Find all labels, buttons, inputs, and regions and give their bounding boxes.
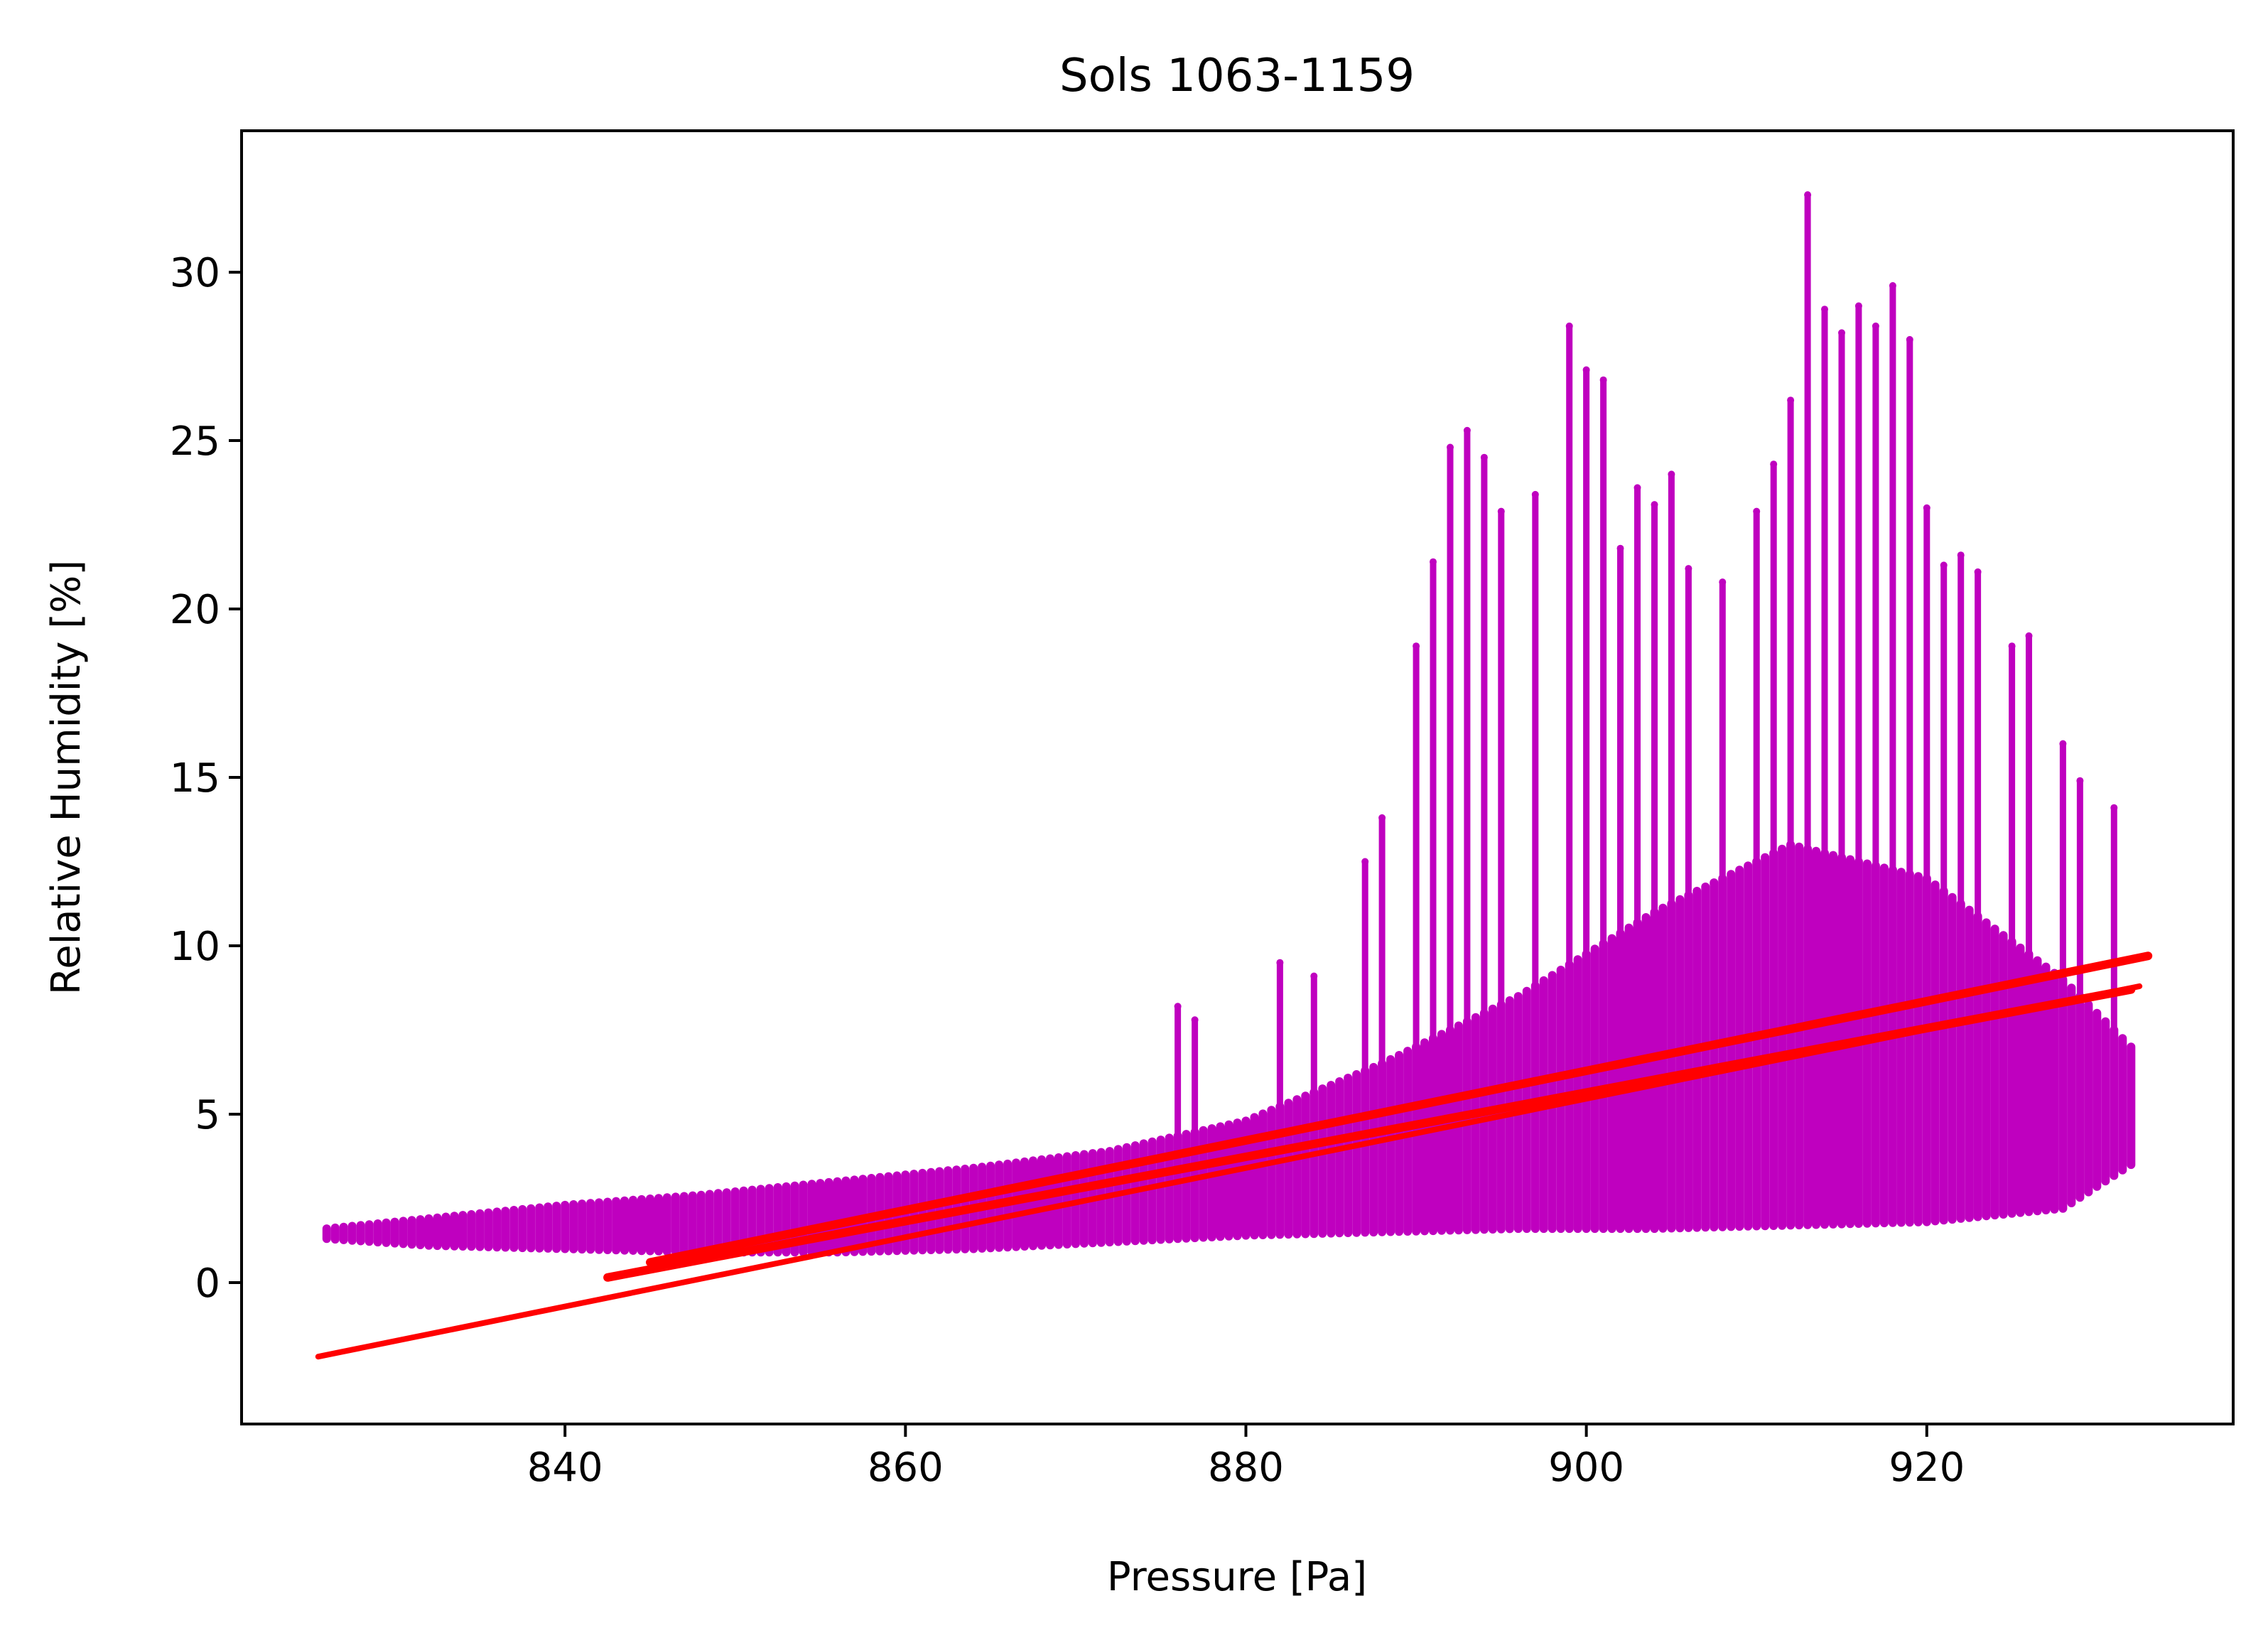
scatter-point — [1531, 490, 1539, 498]
scatter-point — [1923, 504, 1930, 512]
scatter-point — [1361, 858, 1369, 865]
x-tick-label: 840 — [527, 1445, 603, 1491]
scatter-point — [2025, 632, 2033, 640]
scatter-point — [2110, 804, 2118, 811]
y-tick-label: 20 — [170, 587, 220, 633]
y-tick-label: 25 — [170, 419, 220, 465]
scatter-point — [1378, 814, 1386, 821]
y-tick-label: 0 — [195, 1261, 220, 1307]
scatter-point — [1599, 376, 1607, 384]
x-tick-label: 900 — [1548, 1445, 1624, 1491]
scatter-point — [1480, 453, 1488, 461]
x-tick-label: 920 — [1889, 1445, 1965, 1491]
axes: 840 860 880 900 920 0 5 10 15 20 25 30 — [170, 250, 1965, 1491]
fit-line — [646, 951, 2153, 1267]
scatter-point — [1565, 322, 1573, 330]
scatter-point — [1582, 366, 1590, 374]
scatter-point — [1821, 306, 1828, 313]
scatter-point — [1753, 507, 1761, 515]
scatter-point — [1634, 484, 1641, 492]
y-tick-label: 5 — [195, 1092, 220, 1138]
scatter-point — [1889, 282, 1896, 289]
scatter-point — [1854, 302, 1862, 310]
scatter-point — [1940, 561, 1948, 569]
scatter-point — [1957, 551, 1965, 559]
scatter-point — [1463, 426, 1471, 434]
scatter-point — [1447, 443, 1454, 451]
scatter-point — [1804, 191, 1812, 199]
y-tick-label: 15 — [170, 755, 220, 802]
scatter-point — [2076, 777, 2084, 784]
scatter-point — [1497, 507, 1505, 515]
scatter-point — [1276, 959, 1284, 966]
scatter-point — [1413, 642, 1420, 650]
scatter-point — [1906, 335, 1913, 343]
scatter-point — [1719, 578, 1727, 586]
chart-title: Sols 1063-1159 — [1059, 50, 1415, 102]
fit-line — [603, 985, 2136, 1282]
scatter-point — [1787, 397, 1795, 404]
scatter-point — [1651, 501, 1658, 509]
scatter-point — [1616, 544, 1624, 552]
x-tick-label: 860 — [868, 1445, 944, 1491]
scatter-point — [1685, 565, 1692, 573]
scatter-point — [1668, 470, 1675, 478]
scatter-point — [1838, 329, 1845, 337]
scatter-point — [1770, 460, 1778, 468]
scatter-point — [1174, 1003, 1182, 1010]
scatter-point — [1872, 322, 1879, 330]
y-tick-label: 30 — [170, 250, 220, 296]
y-tick-label: 10 — [170, 924, 220, 970]
scatter-point — [1191, 1016, 1199, 1024]
x-tick-label: 880 — [1208, 1445, 1284, 1491]
scatter-point — [2008, 642, 2016, 650]
fit-lines — [315, 951, 2153, 1360]
y-axis-label: Relative Humidity [%] — [43, 560, 90, 995]
scatter-point — [1974, 568, 1982, 576]
x-axis-label: Pressure [Pa] — [1107, 1554, 1367, 1600]
scatter-point — [1310, 972, 1318, 980]
scatter-point — [2059, 740, 2067, 748]
scatter-point — [1430, 558, 1437, 566]
